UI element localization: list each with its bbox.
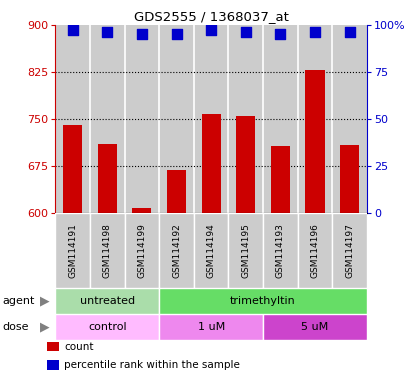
Point xyxy=(173,31,180,37)
Point xyxy=(242,29,248,35)
Bar xyxy=(90,213,124,288)
Bar xyxy=(228,213,263,288)
Text: ▶: ▶ xyxy=(40,320,50,333)
Bar xyxy=(332,213,366,288)
Text: 1 uM: 1 uM xyxy=(197,322,224,332)
Text: dose: dose xyxy=(2,322,29,332)
Bar xyxy=(201,114,220,213)
Bar xyxy=(159,213,193,288)
Text: GSM114195: GSM114195 xyxy=(240,223,249,278)
Text: GSM114194: GSM114194 xyxy=(206,223,215,278)
Point xyxy=(346,29,352,35)
Bar xyxy=(297,213,332,288)
Bar xyxy=(90,25,124,213)
Text: GSM114199: GSM114199 xyxy=(137,223,146,278)
Bar xyxy=(159,25,193,213)
Text: GSM114197: GSM114197 xyxy=(344,223,353,278)
Text: control: control xyxy=(88,322,126,332)
Bar xyxy=(228,25,263,213)
Bar xyxy=(166,170,186,213)
Bar xyxy=(263,25,297,213)
Text: 5 uM: 5 uM xyxy=(301,322,328,332)
Text: untreated: untreated xyxy=(79,296,135,306)
Bar xyxy=(305,70,324,213)
Bar xyxy=(193,213,228,288)
Bar xyxy=(55,314,159,340)
Text: count: count xyxy=(64,342,94,352)
Bar xyxy=(132,208,151,213)
Bar xyxy=(55,25,90,213)
Point xyxy=(104,29,110,35)
Bar xyxy=(124,25,159,213)
Text: trimethyltin: trimethyltin xyxy=(229,296,295,306)
Point xyxy=(207,27,214,33)
Bar xyxy=(124,213,159,288)
Title: GDS2555 / 1368037_at: GDS2555 / 1368037_at xyxy=(133,10,288,23)
Bar xyxy=(263,213,297,288)
Text: GSM114198: GSM114198 xyxy=(103,223,112,278)
Bar xyxy=(97,144,117,213)
Bar xyxy=(159,314,263,340)
Bar xyxy=(270,146,289,213)
Text: percentile rank within the sample: percentile rank within the sample xyxy=(64,360,240,370)
Text: GSM114196: GSM114196 xyxy=(310,223,319,278)
Text: GSM114191: GSM114191 xyxy=(68,223,77,278)
Bar xyxy=(55,213,90,288)
Bar xyxy=(159,288,366,314)
Bar xyxy=(339,145,358,213)
Bar xyxy=(236,116,255,213)
Point xyxy=(276,31,283,37)
Bar xyxy=(297,25,332,213)
Bar xyxy=(332,25,366,213)
Text: GSM114192: GSM114192 xyxy=(172,223,181,278)
Bar xyxy=(193,25,228,213)
Text: agent: agent xyxy=(2,296,34,306)
Bar xyxy=(55,288,159,314)
Bar xyxy=(63,125,82,213)
Bar xyxy=(263,314,366,340)
Text: GSM114193: GSM114193 xyxy=(275,223,284,278)
Text: ▶: ▶ xyxy=(40,294,50,307)
Point xyxy=(311,29,317,35)
Point xyxy=(69,27,76,33)
Point xyxy=(138,31,145,37)
